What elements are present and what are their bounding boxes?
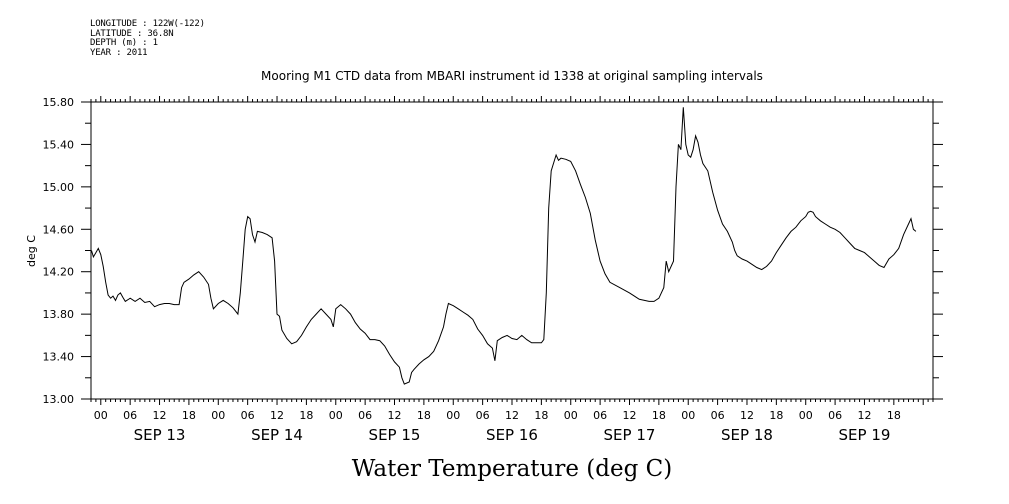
x-tick-label: 18 <box>182 409 196 422</box>
day-label: SEP 14 <box>251 426 303 444</box>
axis-ticks <box>81 96 943 405</box>
x-tick-label: 12 <box>505 409 519 422</box>
x-tick-label: 00 <box>799 409 813 422</box>
day-label: SEP 15 <box>369 426 421 444</box>
x-tick-label: 12 <box>857 409 871 422</box>
longitude-text: LONGITUDE : 122W(-122) <box>90 19 205 29</box>
day-label: SEP 19 <box>839 426 891 444</box>
x-tick-label: 12 <box>622 409 636 422</box>
y-tick-labels: 13.00 13.40 13.80 14.20 14.60 15.00 15.40 15.80 <box>43 96 75 406</box>
x-tick-label: 00 <box>211 409 225 422</box>
y-tick-label: 15.40 <box>43 138 75 151</box>
day-label: SEP 18 <box>721 426 773 444</box>
depth-text: DEPTH (m) : 1 <box>90 38 158 48</box>
latitude-text: LATITUDE : 36.8N <box>90 28 174 39</box>
plot-frame <box>90 101 934 400</box>
x-tick-label: 06 <box>828 409 842 422</box>
x-tick-label: 18 <box>769 409 783 422</box>
x-tick-label: 06 <box>123 409 137 422</box>
temperature-series-line <box>91 107 917 385</box>
x-tick-label: 18 <box>652 409 666 422</box>
x-tick-label: 00 <box>564 409 578 422</box>
y-axis-label: deg C <box>25 235 38 267</box>
x-tick-label: 00 <box>329 409 343 422</box>
y-tick-label: 15.80 <box>43 96 75 109</box>
x-tick-label: 18 <box>417 409 431 422</box>
y-tick-label: 15.00 <box>43 181 75 194</box>
y-tick-label: 14.60 <box>43 223 75 236</box>
x-tick-label: 18 <box>887 409 901 422</box>
x-tick-label: 12 <box>270 409 284 422</box>
plot-border <box>90 101 934 400</box>
day-label: SEP 16 <box>486 426 538 444</box>
x-tick-label: 06 <box>358 409 372 422</box>
x-tick-label: 06 <box>711 409 725 422</box>
x-tick-label: 12 <box>388 409 402 422</box>
chart-title: Mooring M1 CTD data from MBARI instrumen… <box>261 69 763 83</box>
year-text: YEAR : 2011 <box>90 47 148 58</box>
y-tick-label: 13.40 <box>43 351 75 364</box>
x-tick-label: 00 <box>94 409 108 422</box>
x-tick-labels: 00 06 12 18 00 06 12 18 00 06 12 18 00 06 12 18 00 06 12 18… <box>94 409 901 422</box>
day-label: SEP 13 <box>134 426 186 444</box>
day-label: SEP 17 <box>604 426 656 444</box>
bottom-title: Water Temperature (deg C) <box>352 456 672 482</box>
x-tick-label: 00 <box>681 409 695 422</box>
x-tick-label: 06 <box>593 409 607 422</box>
x-tick-label: 00 <box>446 409 460 422</box>
x-tick-label: 06 <box>241 409 255 422</box>
metadata-block: LONGITUDE : 122W(-122) LATITUDE : 36.8N … <box>90 19 205 58</box>
x-tick-label: 12 <box>740 409 754 422</box>
y-tick-label: 13.80 <box>43 308 75 321</box>
x-tick-label: 12 <box>153 409 167 422</box>
x-tick-label: 06 <box>476 409 490 422</box>
y-tick-label: 13.00 <box>43 393 75 406</box>
series-group <box>91 107 917 385</box>
day-labels: SEP 13 SEP 14 SEP 15 SEP 16 SEP 17 SEP 18 SEP … <box>134 426 891 444</box>
x-tick-label: 18 <box>299 409 313 422</box>
x-tick-label: 18 <box>534 409 548 422</box>
y-tick-label: 14.20 <box>43 266 75 279</box>
